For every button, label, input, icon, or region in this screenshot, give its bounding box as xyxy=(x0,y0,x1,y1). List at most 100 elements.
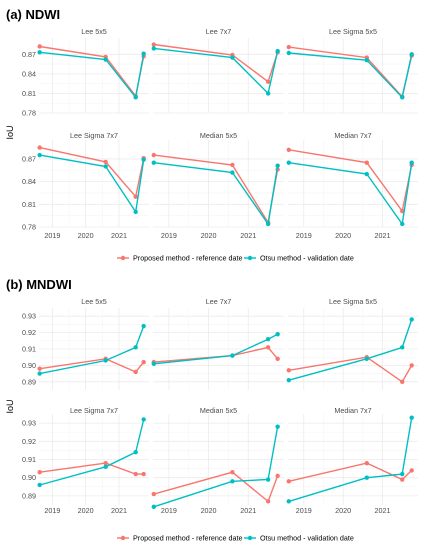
legend-marker-2 xyxy=(247,535,253,541)
data-point-2 xyxy=(103,164,108,169)
series-line-1 xyxy=(39,146,145,199)
facet-title: Lee 5x5 xyxy=(81,297,107,306)
x-tick-label: 2021 xyxy=(240,231,256,240)
data-point-1 xyxy=(133,471,138,477)
data-point-1 xyxy=(141,471,146,477)
data-point-1 xyxy=(364,160,369,165)
data-point-2 xyxy=(230,353,235,358)
data-point-2 xyxy=(364,475,369,480)
section-title: (b) MNDWI xyxy=(6,277,72,292)
series-line-1 xyxy=(153,471,279,503)
data-point-1 xyxy=(275,473,280,479)
data-point-2 xyxy=(409,415,414,420)
data-point-2 xyxy=(230,55,235,60)
data-point-2 xyxy=(265,477,271,482)
y-tick-label: 0.78 xyxy=(22,109,36,118)
data-point-2 xyxy=(286,160,291,165)
y-tick-label: 0.92 xyxy=(22,328,36,337)
data-point-1 xyxy=(230,470,235,475)
data-point-1 xyxy=(409,363,414,368)
data-point-1 xyxy=(133,369,138,375)
data-point-1 xyxy=(265,79,271,84)
series-line-2 xyxy=(288,417,413,503)
x-tick-label: 2019 xyxy=(44,231,60,240)
legend-marker-1 xyxy=(120,255,126,261)
series-line-2 xyxy=(153,426,279,508)
data-point-1 xyxy=(286,479,291,484)
data-point-2 xyxy=(409,317,414,322)
data-point-2 xyxy=(133,95,138,100)
series-line-2 xyxy=(39,325,145,375)
data-point-2 xyxy=(409,160,414,165)
x-tick-label: 2020 xyxy=(201,231,217,240)
legend-marker-1 xyxy=(120,535,126,541)
facet-title: Lee 5x5 xyxy=(81,27,107,36)
facet-title: Lee Sigma 7x7 xyxy=(70,131,118,140)
legend: Proposed method - reference date Otsu met… xyxy=(117,534,354,543)
data-point-2 xyxy=(286,50,291,56)
y-tick-label: 0.90 xyxy=(22,361,36,370)
series-line-2 xyxy=(288,52,413,99)
data-point-2 xyxy=(141,323,146,329)
data-point-1 xyxy=(265,345,271,350)
y-tick-label: 0.84 xyxy=(22,69,36,78)
x-tick-label: 2021 xyxy=(240,506,256,515)
series-line-2 xyxy=(39,51,145,99)
data-point-2 xyxy=(275,48,280,54)
series-line-2 xyxy=(288,162,413,226)
data-point-2 xyxy=(265,336,271,342)
data-point-2 xyxy=(364,57,369,63)
data-point-2 xyxy=(286,499,291,504)
data-point-2 xyxy=(275,424,280,429)
series-line-1 xyxy=(288,462,413,482)
x-tick-label: 2019 xyxy=(44,506,60,515)
data-point-2 xyxy=(364,356,369,362)
facet-title: Lee Sigma 5x5 xyxy=(329,27,377,36)
data-point-2 xyxy=(230,170,235,175)
legend-label: Otsu method - validation date xyxy=(260,254,354,263)
data-point-2 xyxy=(141,51,146,56)
data-point-1 xyxy=(286,147,291,153)
series-line-2 xyxy=(153,162,279,226)
data-point-1 xyxy=(151,491,156,497)
data-point-2 xyxy=(133,345,138,350)
x-tick-label: 2019 xyxy=(296,506,312,515)
series-line-1 xyxy=(39,358,145,373)
x-tick-label: 2021 xyxy=(375,231,391,240)
data-point-2 xyxy=(409,52,414,57)
facet-title: Median 7x7 xyxy=(334,131,371,140)
x-tick-label: 2020 xyxy=(78,231,94,240)
series-line-1 xyxy=(39,462,144,475)
data-point-2 xyxy=(37,152,42,158)
data-point-2 xyxy=(37,50,42,55)
data-point-1 xyxy=(151,42,156,47)
y-tick-label: 0.78 xyxy=(22,223,36,232)
data-point-2 xyxy=(151,160,156,165)
x-tick-label: 2019 xyxy=(161,506,177,515)
x-tick-label: 2020 xyxy=(335,231,351,240)
x-tick-label: 2020 xyxy=(335,506,351,515)
section-title: (a) NDWI xyxy=(6,7,60,22)
data-point-2 xyxy=(400,95,405,100)
x-tick-label: 2019 xyxy=(296,231,312,240)
data-point-2 xyxy=(37,482,42,488)
data-point-2 xyxy=(230,479,235,484)
y-tick-label: 0.81 xyxy=(22,89,36,98)
legend-marker-2 xyxy=(247,255,253,261)
data-point-2 xyxy=(141,417,146,422)
data-point-2 xyxy=(103,358,108,363)
data-point-1 xyxy=(400,477,405,482)
legend-label: Proposed method - reference date xyxy=(133,534,242,543)
series-line-1 xyxy=(153,43,279,83)
series-line-2 xyxy=(39,419,145,486)
data-point-1 xyxy=(37,145,42,150)
data-point-2 xyxy=(133,450,138,455)
data-point-1 xyxy=(151,152,156,158)
data-point-1 xyxy=(37,470,42,475)
series-line-1 xyxy=(288,356,413,383)
y-tick-label: 0.93 xyxy=(22,419,36,428)
y-tick-label: 0.92 xyxy=(22,437,36,446)
series-line-1 xyxy=(288,149,413,213)
series-line-2 xyxy=(288,319,413,381)
